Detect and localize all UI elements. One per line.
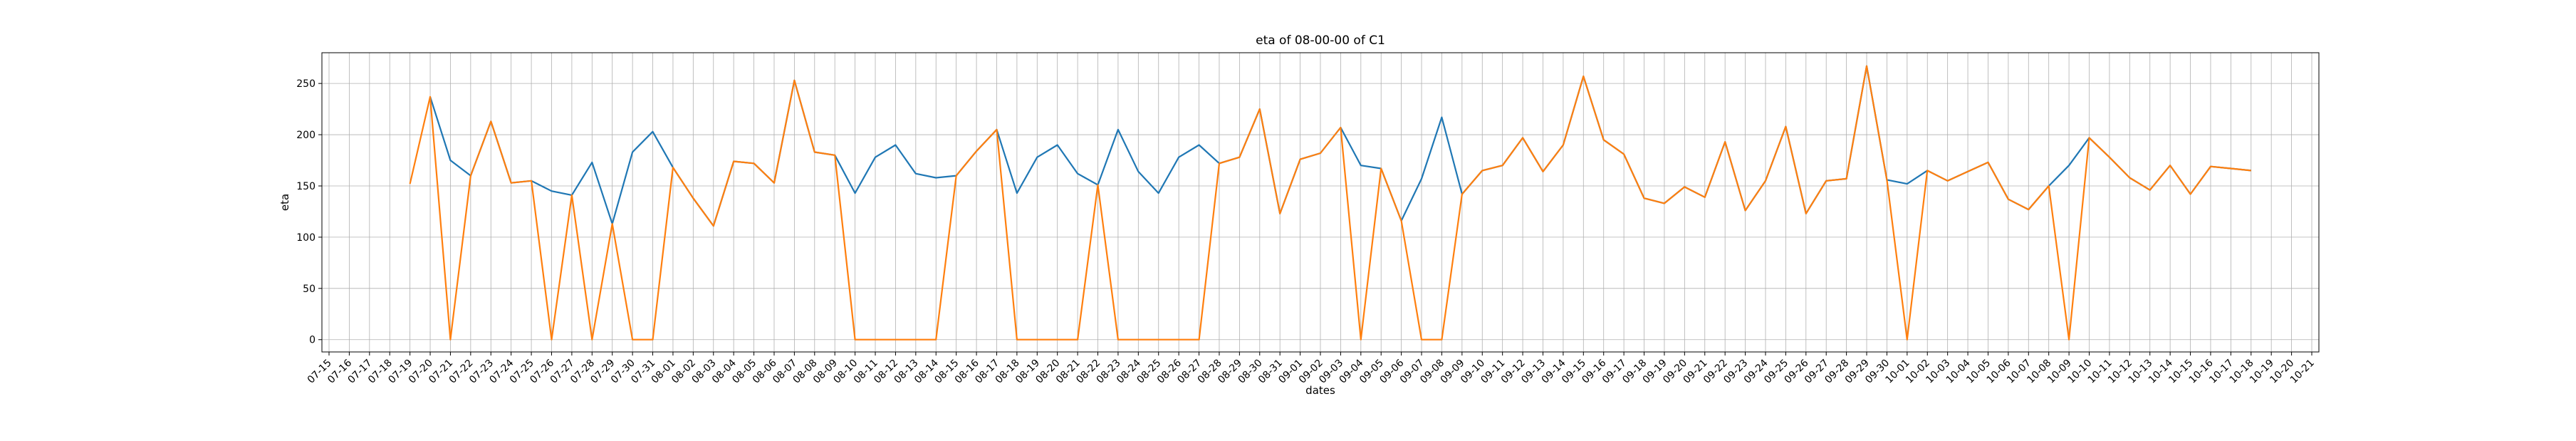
x-axis-label: dates: [1305, 384, 1335, 397]
series-line-2: [409, 65, 2251, 341]
y-tick-label: 250: [296, 78, 316, 90]
y-axis-label: eta: [278, 194, 291, 211]
y-tick-label: 200: [296, 130, 316, 141]
y-axis-ticks: 0 50 100 150 200 250: [296, 78, 322, 346]
series-layer: [409, 65, 2251, 341]
y-tick-label: 100: [296, 232, 316, 244]
y-tick-label: 50: [303, 284, 316, 295]
y-tick-label: 0: [309, 335, 316, 346]
y-tick-label: 150: [296, 181, 316, 192]
grid-lines: [322, 53, 2319, 352]
chart-title: eta of 08-00-00 of C1: [1256, 33, 1385, 48]
